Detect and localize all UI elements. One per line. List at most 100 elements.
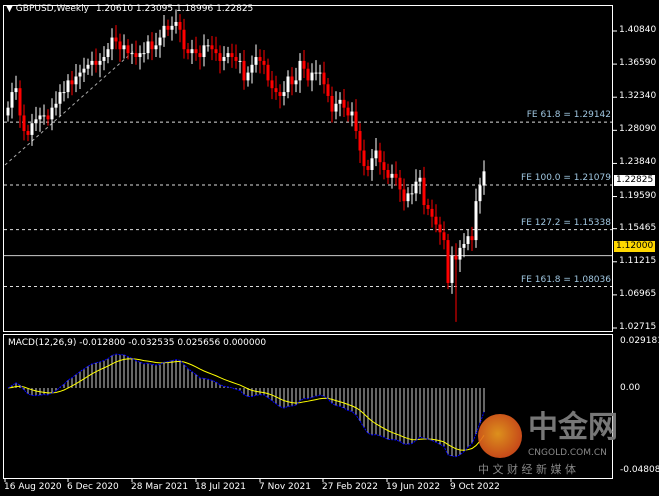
candle-body	[50, 107, 54, 120]
candle-body	[22, 115, 26, 132]
watermark-logo	[478, 414, 522, 458]
price-axis-label: 1.19590	[619, 190, 657, 201]
candle-body	[142, 53, 146, 55]
candle-body	[106, 49, 110, 58]
candle-body	[138, 53, 142, 58]
fib-level-label: FE 127.2 = 1.15338	[521, 217, 611, 228]
candle-body	[458, 247, 462, 260]
candle-body	[446, 240, 450, 283]
candle-body	[478, 185, 482, 202]
candle-body	[122, 45, 126, 50]
date-axis-label: 7 Nov 2021	[259, 482, 311, 492]
candle-body	[450, 255, 454, 283]
candle-body	[158, 37, 162, 46]
candle-body	[406, 193, 410, 202]
candle-body	[170, 25, 174, 30]
price-axis-label: 1.02715	[619, 321, 657, 332]
candle-body	[282, 92, 286, 96]
watermark-tagline: 中 文 财 经 新 媒 体	[478, 463, 576, 476]
date-axis-label: 9 Oct 2022	[450, 482, 500, 492]
candle-body	[46, 115, 50, 120]
price-axis-label: 1.23840	[619, 157, 657, 168]
candle-body	[374, 150, 378, 159]
candle-body	[30, 123, 34, 135]
candle-body	[298, 60, 302, 81]
candle-body	[426, 205, 430, 209]
candle-body	[146, 41, 150, 54]
candle-body	[174, 21, 178, 26]
candle-body	[238, 60, 242, 62]
candle-body	[74, 76, 78, 85]
price-axis-label: 1.36590	[619, 58, 657, 69]
candle-body	[358, 131, 362, 151]
macd-axis-max: 0.029181	[620, 336, 659, 346]
candle-body	[118, 41, 122, 50]
candle-body	[94, 60, 98, 65]
candle-body	[162, 25, 166, 38]
price-axis-label: 1.40840	[619, 25, 657, 35]
candle-body	[362, 150, 366, 167]
price-axis-label: 1.32340	[619, 91, 657, 102]
candle-body	[326, 84, 330, 96]
candle-body	[262, 60, 266, 65]
price-axis-label: 1.06965	[619, 288, 657, 299]
candle-body	[390, 173, 394, 178]
candle-body	[78, 72, 82, 77]
macd-main-line	[7, 353, 485, 458]
candle-body	[234, 57, 238, 61]
candle-body	[314, 72, 318, 74]
candle-body	[70, 80, 74, 85]
candle-body	[58, 92, 62, 104]
fib-level-label: FE 100.0 = 1.21079	[521, 172, 611, 183]
candle-body	[206, 45, 210, 47]
candle-body	[54, 103, 58, 108]
date-axis-label: 6 Dec 2020	[67, 482, 119, 492]
candle-body	[370, 158, 374, 170]
watermark-url: CNGOLD.COM.CN	[528, 448, 607, 458]
candle-body	[474, 201, 478, 241]
candle-body	[82, 68, 86, 73]
candle-body	[394, 173, 398, 178]
candle-body	[218, 53, 222, 61]
date-axis-label: 28 Mar 2021	[131, 482, 189, 492]
candle-body	[338, 99, 342, 104]
candle-body	[398, 177, 402, 190]
candle-body	[18, 88, 22, 116]
candle-body	[386, 169, 390, 178]
candle-body	[226, 53, 230, 58]
date-axis-label: 16 Aug 2020	[4, 482, 62, 492]
collapse-triangle-icon[interactable]: ▼	[6, 4, 13, 14]
candle-body	[254, 57, 258, 65]
candle-body	[126, 45, 130, 54]
candle-body	[102, 57, 106, 61]
candle-body	[86, 64, 90, 69]
candle-body	[366, 166, 370, 170]
symbol-label: GBPUSD,Weekly	[15, 4, 89, 14]
candle-body	[266, 64, 270, 81]
candle-body	[434, 216, 438, 225]
candle-body	[38, 115, 42, 120]
candle-body	[182, 29, 186, 50]
candle-body	[194, 49, 198, 54]
watermark-name: 中金网	[528, 410, 618, 445]
candle-body	[166, 25, 170, 30]
level-price-tag: 1.12000	[614, 241, 656, 252]
candle-body	[10, 92, 14, 108]
price-axis-label: 1.11215	[619, 255, 657, 266]
candle-body	[98, 60, 102, 65]
candle-body	[294, 80, 298, 85]
candle-body	[442, 232, 446, 241]
candle-body	[14, 88, 18, 93]
candle-body	[402, 189, 406, 202]
price-axis-label: 1.15465	[619, 222, 657, 233]
macd-label: MACD(12,26,9) -0.012800 -0.032535 0.0256…	[8, 338, 267, 348]
candle-body	[350, 111, 354, 116]
candle-body	[290, 76, 294, 85]
candle-body	[250, 64, 254, 73]
candle-body	[210, 45, 214, 50]
candle-body	[242, 60, 246, 81]
candle-body	[258, 57, 262, 61]
macd-pane-frame	[3, 334, 613, 479]
